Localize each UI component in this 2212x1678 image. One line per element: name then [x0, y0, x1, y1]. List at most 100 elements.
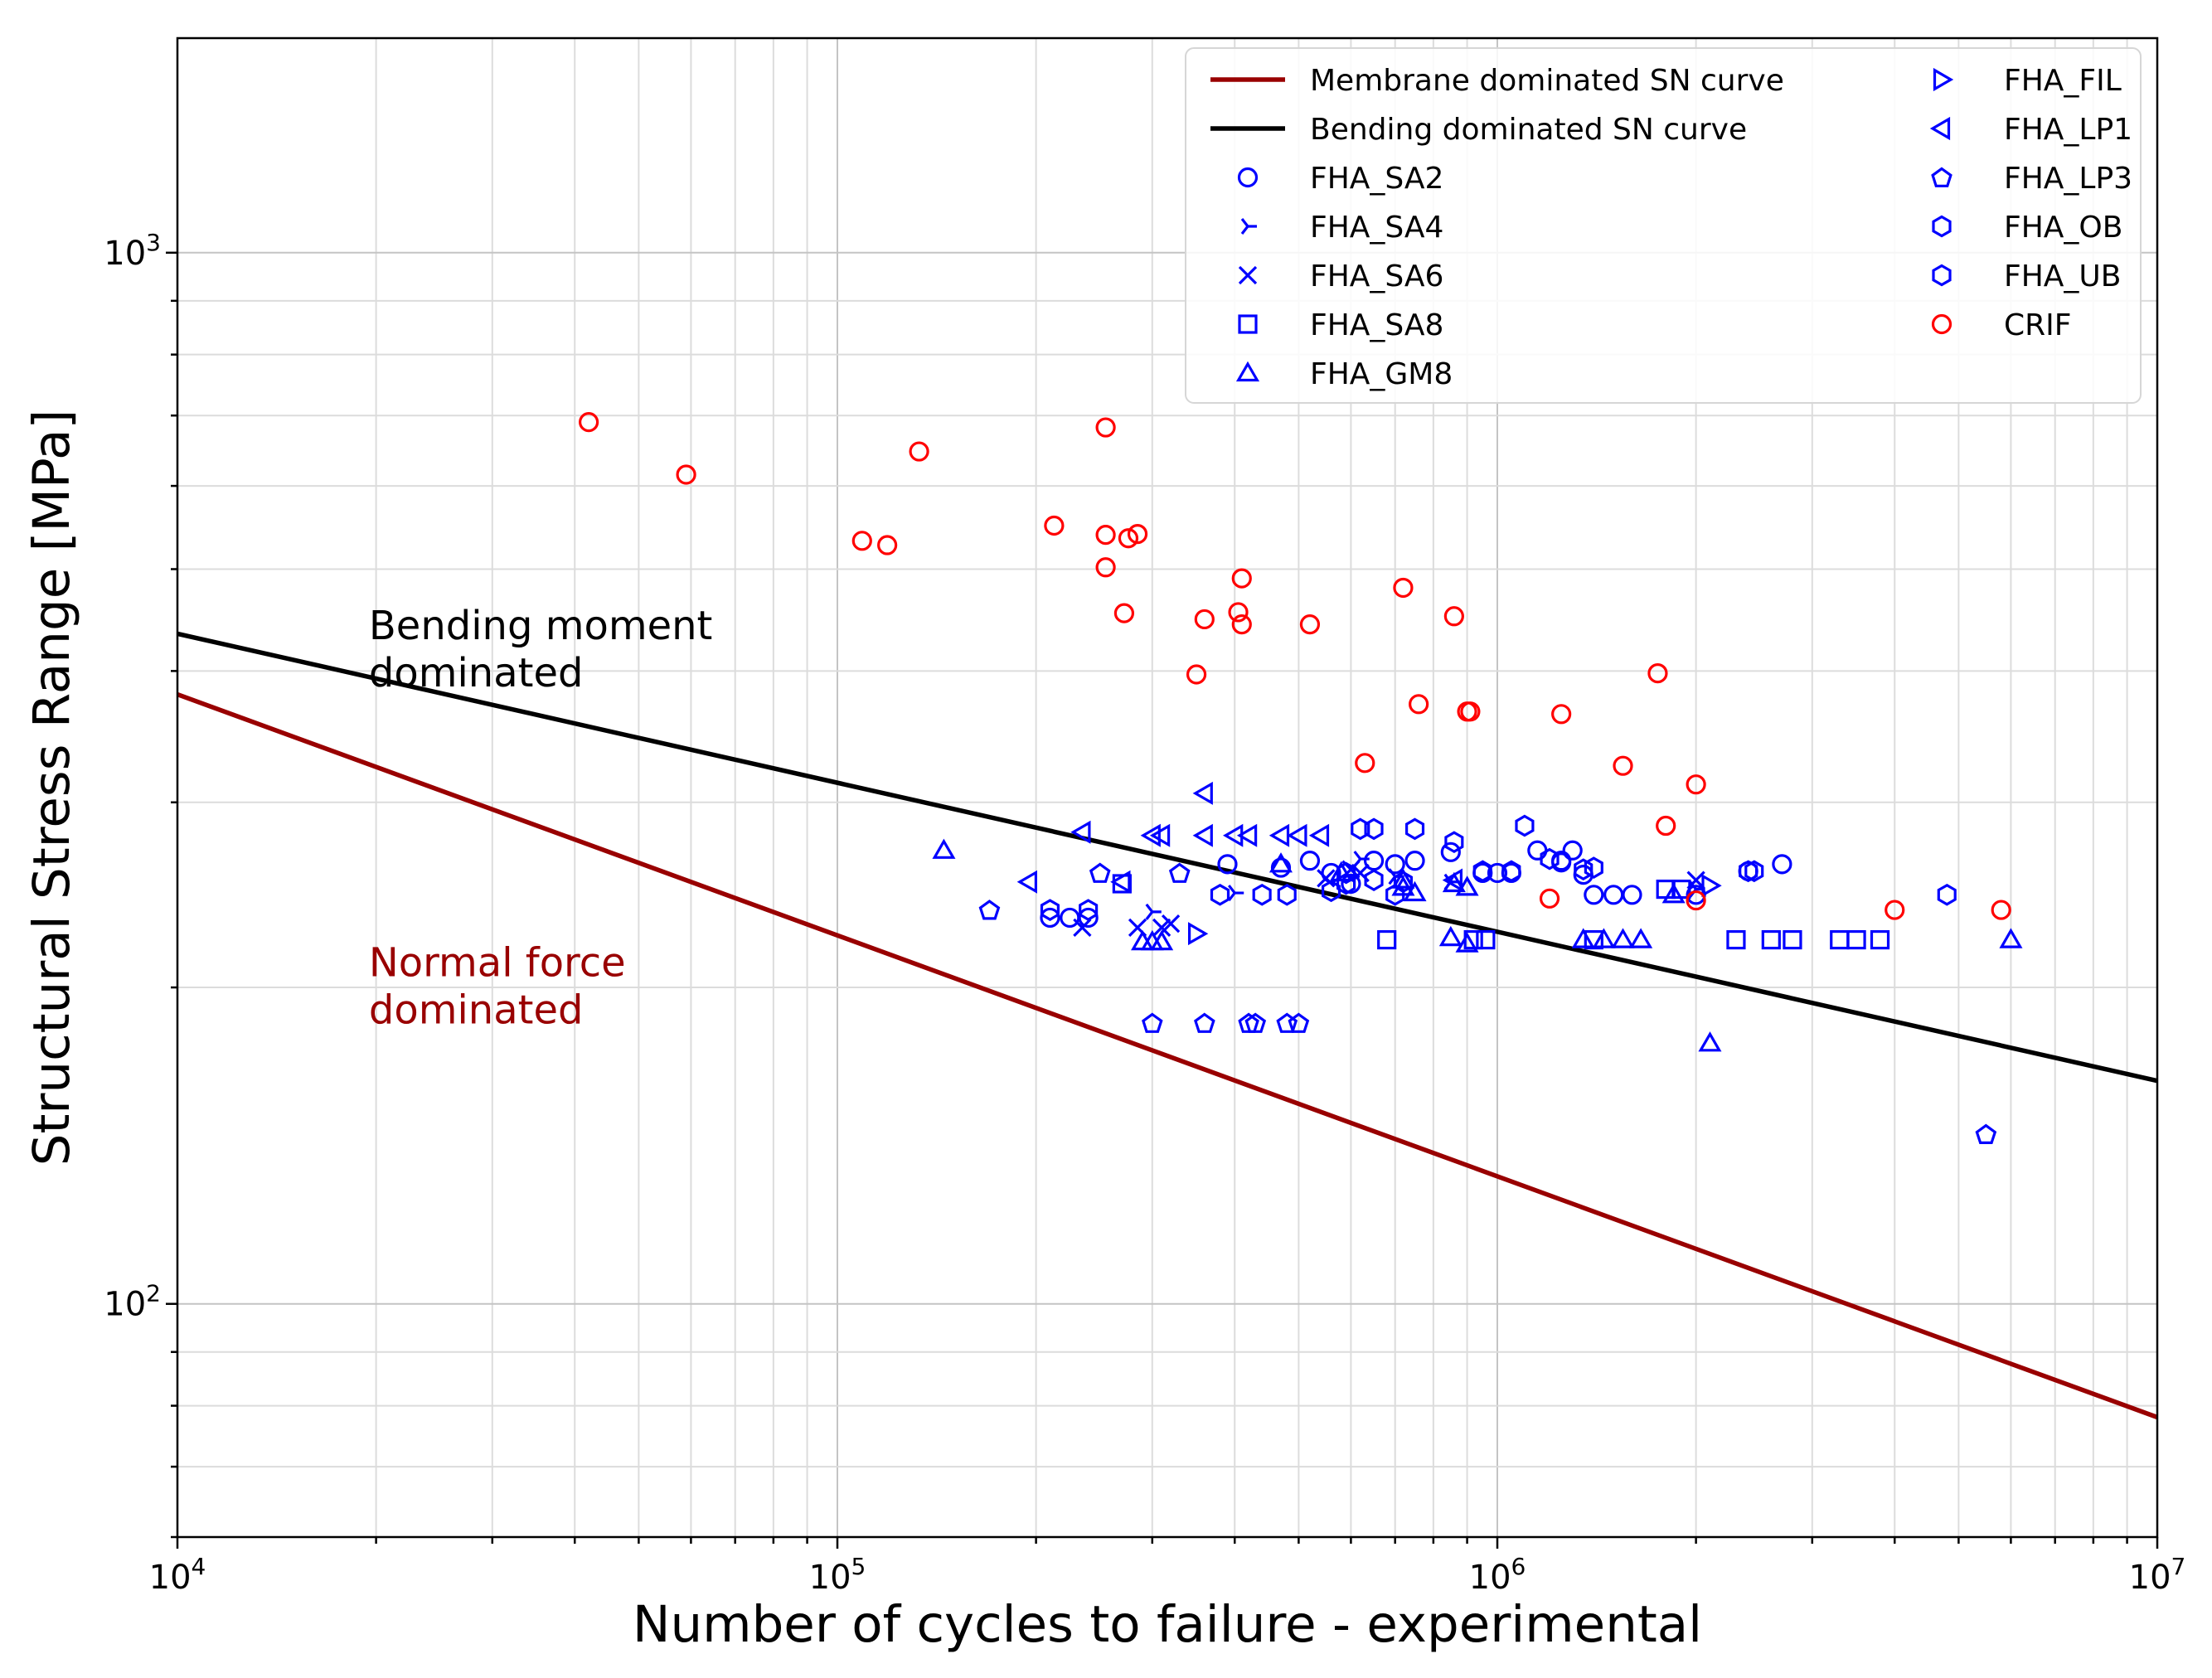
legend-label-crif: CRIF	[2004, 308, 2071, 342]
legend: Membrane dominated SN curve Bending domin…	[1185, 47, 2142, 404]
point-crif	[1186, 664, 1207, 685]
point-fha-ob	[1277, 883, 1297, 906]
legend-label-fha-sa4: FHA_SA4	[1310, 211, 1443, 245]
point-fha-sa6	[1317, 869, 1336, 888]
point-fha-sa2	[1217, 854, 1238, 875]
point-fha-sa8	[1870, 929, 1890, 950]
point-fha-ob	[1040, 899, 1060, 921]
point-crif	[579, 412, 599, 433]
point-fha-gm8	[1999, 928, 2023, 948]
point-fha-lp1	[1308, 823, 1330, 847]
point-fha-gm8	[1455, 932, 1479, 953]
legend-label-fha-ub: FHA_UB	[2004, 259, 2121, 293]
point-fha-sa2	[1772, 854, 1792, 875]
point-crif	[1409, 694, 1429, 715]
point-fha-ob	[1210, 883, 1230, 906]
point-fha-ob	[1739, 860, 1758, 883]
legend-marker-fha-fil	[1933, 67, 1954, 92]
point-fha-lp1	[1192, 823, 1213, 847]
point-crif	[1613, 755, 1633, 776]
point-fha-gm8	[1150, 929, 1174, 951]
point-fha-gm8	[1629, 928, 1653, 948]
x-tick-label: 107	[2129, 1553, 2186, 1597]
point-crif	[676, 464, 696, 485]
legend-label-fha-sa8: FHA_SA8	[1310, 308, 1443, 342]
point-fha-sa6	[1152, 918, 1171, 938]
point-crif	[1118, 528, 1139, 549]
point-crif	[1299, 614, 1321, 635]
legend-label-fha-fil: FHA_FIL	[2004, 64, 2122, 98]
point-crif	[877, 535, 898, 555]
legend-label-fha-sa2: FHA_SA2	[1310, 162, 1443, 196]
point-crif	[1228, 602, 1249, 623]
point-fha-lp1	[1287, 823, 1307, 847]
x-tick-label: 105	[809, 1553, 866, 1597]
point-fha-sa8	[1761, 929, 1781, 950]
point-crif	[1231, 568, 1252, 589]
point-crif	[1885, 900, 1905, 920]
sn-curve-line	[177, 692, 2158, 1420]
point-fha-lp3	[978, 900, 1001, 920]
point-fha-gm8	[1571, 928, 1595, 948]
point-fha-sa8	[1783, 929, 1802, 950]
legend-marker-fha-sa8	[1238, 314, 1258, 334]
point-fha-gm8	[1592, 928, 1616, 948]
point-fha-sa2	[1562, 840, 1583, 861]
point-fha-sa2	[1341, 873, 1361, 895]
point-fha-fil	[1701, 874, 1722, 898]
point-crif	[1194, 609, 1215, 630]
point-crif	[1686, 774, 1706, 795]
point-fha-lp3	[1168, 862, 1191, 883]
point-fha-ob	[1404, 817, 1425, 841]
point-fha-sa2	[1487, 862, 1508, 884]
point-crif	[1095, 557, 1116, 578]
point-fha-ub	[1501, 860, 1521, 883]
point-crif	[1460, 701, 1481, 722]
point-crif	[1551, 704, 1572, 725]
annotation-text: Bending moment	[369, 603, 713, 649]
point-fha-lp1	[1192, 781, 1213, 805]
x-axis-label: Number of cycles to failure - experiment…	[633, 1595, 1702, 1654]
point-fha-sa2	[1551, 852, 1572, 873]
legend-marker-fha-gm8	[1235, 361, 1260, 382]
point-fha-ob	[1515, 814, 1535, 837]
point-fha-lp3	[1194, 1012, 1215, 1033]
y-tick-label: 102	[104, 1280, 161, 1324]
point-fha-sa4	[1145, 903, 1162, 920]
point-fha-lp1	[1016, 870, 1038, 894]
legend-label-membrane-dominated-sn-curve: Membrane dominated SN curve	[1310, 64, 1784, 98]
annotation-text: dominated	[369, 650, 584, 696]
point-fha-ub	[1252, 883, 1272, 906]
legend-label-fha-ob: FHA_OB	[2004, 211, 2122, 245]
point-fha-sa2	[1584, 885, 1604, 905]
point-fha-sa2	[1078, 907, 1099, 929]
point-crif	[1095, 525, 1116, 546]
point-crif	[1095, 417, 1116, 438]
point-fha-lp3	[1089, 862, 1111, 883]
point-fha-gm8	[1391, 868, 1415, 889]
legend-marker-crif	[1931, 313, 1952, 335]
point-fha-ob	[1336, 861, 1356, 885]
sn-curve-line	[177, 631, 2158, 1084]
point-fha-fil	[1187, 922, 1209, 946]
point-fha-ub	[1393, 871, 1414, 894]
point-fha-ob	[1079, 899, 1099, 921]
point-fha-ub	[1744, 860, 1764, 883]
point-fha-ob	[1321, 880, 1341, 903]
point-fha-lp3	[1244, 1012, 1267, 1033]
point-fha-ub	[1336, 872, 1356, 895]
point-fha-sa8	[1846, 929, 1866, 950]
legend-marker-fha-sa6	[1238, 265, 1258, 285]
point-fha-lp3	[1288, 1012, 1310, 1033]
point-fha-lp1	[1110, 870, 1131, 894]
point-fha-ob	[1584, 856, 1603, 879]
point-fha-sa6	[1161, 914, 1181, 934]
point-fha-lp1	[1442, 868, 1463, 892]
axis-ticks: 104 105 106 107 102 103	[104, 229, 2185, 1597]
point-crif	[1686, 890, 1706, 911]
point-fha-lp1	[1149, 823, 1171, 847]
legend-label-fha-lp3: FHA_LP3	[2004, 162, 2132, 196]
point-fha-lp1	[1140, 823, 1161, 847]
point-fha-sa4	[1227, 885, 1244, 902]
